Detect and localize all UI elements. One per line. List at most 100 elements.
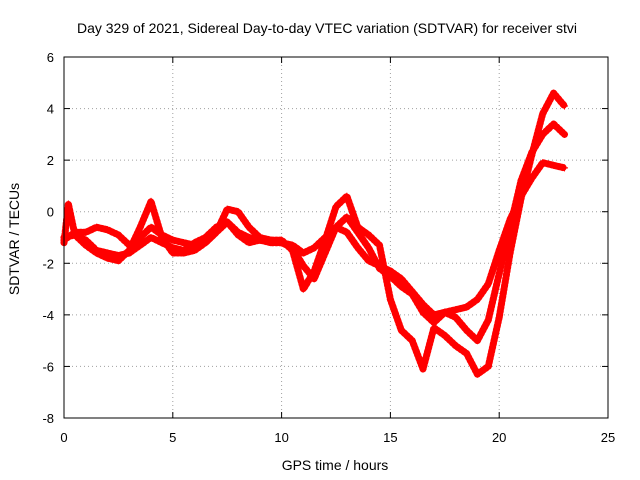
data-point-trace-b (462, 326, 471, 334)
data-point-trace-a (136, 241, 144, 249)
y-tick-label: -4 (42, 308, 54, 323)
data-point-trace-b (245, 223, 253, 231)
data-point-trace-c (180, 249, 188, 257)
data-point-trace-c (354, 223, 362, 231)
data-point-trace-a (462, 303, 471, 311)
series-trace-c-line (62, 91, 566, 376)
data-point-trace-c (343, 192, 351, 200)
y-tick-label: -6 (42, 359, 54, 374)
y-tick-label: 0 (47, 205, 54, 220)
data-point-trace-c (158, 233, 166, 242)
data-point-trace-c (147, 197, 155, 205)
data-point-trace-c (484, 362, 492, 371)
data-point-trace-c (71, 231, 79, 239)
data-point-trace-a (397, 275, 405, 283)
data-point-trace-b (397, 282, 405, 291)
data-point-trace-c (408, 337, 416, 345)
data-point-trace-b (441, 308, 449, 316)
data-point-trace-c (245, 239, 253, 247)
data-point-trace-b (180, 239, 188, 247)
x-axis-label: GPS time / hours (282, 457, 389, 473)
data-point-trace-c (506, 249, 514, 257)
data-point-trace-a (310, 244, 318, 252)
data-point-trace-c (539, 110, 547, 118)
x-tick-label: 5 (169, 430, 176, 445)
x-tick-label: 15 (383, 430, 397, 445)
data-point-trace-b (452, 313, 460, 322)
data-point-trace-c (517, 195, 525, 203)
data-point-trace-b (169, 236, 177, 244)
x-tick-label: 25 (601, 430, 615, 445)
data-point-trace-b (550, 120, 558, 128)
data-point-trace-b (93, 223, 101, 231)
data-point-trace-b (223, 205, 231, 213)
data-point-trace-a (147, 233, 155, 242)
data-point-trace-c (332, 202, 340, 211)
data-point-trace-c (201, 239, 210, 247)
data-point-trace-c (278, 236, 286, 244)
data-point-trace-b (473, 337, 482, 345)
y-tick-label: -2 (42, 256, 54, 271)
data-point-trace-a (365, 257, 373, 265)
data-point-trace-a (343, 228, 351, 236)
data-point-trace-c (103, 254, 112, 262)
data-point-trace-c (136, 223, 144, 231)
data-point-trace-b (234, 208, 242, 216)
data-point-trace-a (473, 295, 482, 303)
data-point-trace-c (462, 349, 471, 358)
data-point-trace-c (310, 267, 318, 275)
data-point-trace-a (484, 280, 492, 288)
data-point-trace-c (125, 246, 133, 254)
data-point-trace-c (560, 102, 569, 110)
data-point-trace-c (386, 295, 394, 303)
y-tick-label: -8 (42, 411, 54, 426)
data-point-trace-b (103, 226, 112, 234)
data-point-trace-b (495, 270, 503, 278)
data-point-trace-c (397, 326, 405, 334)
data-point-trace-a (299, 249, 307, 257)
y-tick-label: 2 (47, 153, 54, 168)
data-point-trace-c (64, 200, 72, 208)
data-point-trace-b (147, 223, 155, 231)
data-point-trace-b (419, 308, 427, 316)
data-point-trace-c (256, 236, 264, 244)
data-point-trace-c (375, 241, 384, 249)
data-point-trace-c (365, 231, 373, 239)
data-point-trace-c (114, 257, 122, 265)
data-point-trace-c (190, 246, 199, 254)
data-point-trace-c (419, 365, 427, 373)
data-series (60, 89, 569, 378)
data-point-trace-c (267, 236, 275, 244)
data-point-trace-b (484, 316, 492, 324)
y-tick-label: 4 (47, 102, 54, 117)
data-point-trace-b (82, 228, 90, 236)
data-point-trace-a (430, 311, 438, 319)
data-point-trace-b (560, 130, 569, 138)
data-point-trace-b (299, 262, 307, 270)
data-point-trace-c (169, 249, 177, 257)
data-point-trace-a (539, 159, 547, 167)
data-point-trace-c (299, 285, 307, 293)
data-point-trace-c (430, 324, 438, 332)
data-point-trace-a (528, 174, 536, 182)
x-tick-label: 10 (274, 430, 288, 445)
data-point-trace-a (354, 244, 362, 252)
data-point-trace-b (332, 223, 340, 231)
data-point-trace-c (495, 313, 503, 322)
data-point-trace-c (234, 231, 242, 239)
data-point-trace-c (93, 249, 101, 257)
plot-area-border (63, 56, 609, 419)
data-point-trace-a (560, 164, 569, 172)
data-point-trace-c (82, 241, 90, 249)
data-point-trace-c (473, 370, 482, 378)
data-point-trace-c (212, 228, 220, 236)
data-point-trace-c (288, 246, 297, 254)
data-point-trace-c (528, 151, 536, 159)
x-tick-label: 20 (492, 430, 506, 445)
y-tick-label: 6 (47, 50, 54, 65)
data-point-trace-b (365, 244, 373, 252)
x-tick-label: 0 (60, 430, 67, 445)
data-point-trace-b (408, 290, 416, 298)
data-point-trace-c (441, 331, 449, 340)
